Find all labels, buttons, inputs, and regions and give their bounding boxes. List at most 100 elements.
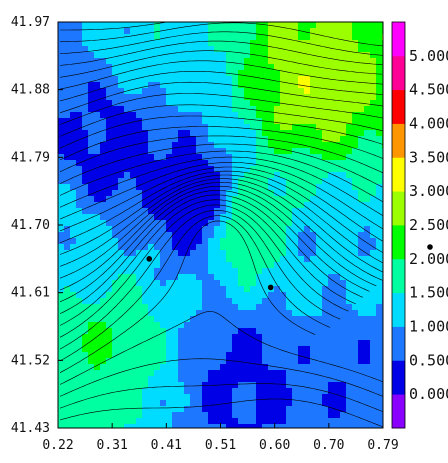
field-cell bbox=[64, 100, 71, 107]
field-cell bbox=[340, 142, 347, 149]
field-cell bbox=[94, 376, 101, 383]
field-cell bbox=[274, 130, 281, 137]
field-cell bbox=[232, 46, 239, 53]
field-cell bbox=[70, 340, 77, 347]
field-cell bbox=[262, 136, 269, 143]
field-cell bbox=[178, 334, 185, 341]
field-cell bbox=[340, 64, 347, 71]
field-cell bbox=[256, 190, 263, 197]
field-cell bbox=[202, 88, 209, 95]
field-cell bbox=[130, 190, 137, 197]
field-cell bbox=[268, 166, 275, 173]
field-cell bbox=[352, 22, 359, 29]
field-cell bbox=[370, 400, 377, 407]
field-cell bbox=[130, 184, 137, 191]
field-cell bbox=[76, 46, 83, 53]
field-cell bbox=[154, 88, 161, 95]
field-cell bbox=[208, 256, 215, 263]
field-cell bbox=[106, 208, 113, 215]
field-cell bbox=[304, 82, 311, 89]
field-cell bbox=[94, 370, 101, 377]
field-cell bbox=[286, 250, 293, 257]
field-cell bbox=[160, 172, 167, 179]
field-cell bbox=[352, 370, 359, 377]
field-cell bbox=[352, 112, 359, 119]
field-cell bbox=[124, 322, 131, 329]
field-cell bbox=[64, 256, 71, 263]
field-cell bbox=[58, 316, 65, 323]
field-cell bbox=[112, 226, 119, 233]
field-cell bbox=[256, 250, 263, 257]
field-cell bbox=[280, 160, 287, 167]
field-cell bbox=[280, 310, 287, 317]
field-cell bbox=[376, 106, 383, 113]
field-cell bbox=[178, 322, 185, 329]
field-cell bbox=[310, 292, 317, 299]
field-cell bbox=[166, 28, 173, 35]
field-cell bbox=[334, 166, 341, 173]
field-cell bbox=[154, 208, 161, 215]
field-cell bbox=[250, 334, 257, 341]
field-cell bbox=[94, 388, 101, 395]
field-cell bbox=[220, 304, 227, 311]
field-cell bbox=[58, 370, 65, 377]
field-cell bbox=[298, 268, 305, 275]
field-cell bbox=[172, 262, 179, 269]
field-cell bbox=[124, 88, 131, 95]
field-cell bbox=[274, 94, 281, 101]
field-cell bbox=[202, 202, 209, 209]
field-cell bbox=[100, 70, 107, 77]
streamline bbox=[59, 150, 383, 203]
field-cell bbox=[148, 268, 155, 275]
field-cell bbox=[64, 418, 71, 425]
field-cell bbox=[76, 52, 83, 59]
field-cell bbox=[346, 22, 353, 29]
field-cell bbox=[148, 406, 155, 413]
field-cell bbox=[232, 70, 239, 77]
field-cell bbox=[190, 280, 197, 287]
field-cell bbox=[142, 166, 149, 173]
field-cell bbox=[118, 232, 125, 239]
field-cell bbox=[88, 196, 95, 203]
field-cell bbox=[286, 322, 293, 329]
field-cell bbox=[232, 250, 239, 257]
field-cell bbox=[100, 238, 107, 245]
field-cell bbox=[244, 196, 251, 203]
field-cell bbox=[304, 280, 311, 287]
field-cell bbox=[130, 214, 137, 221]
field-cell bbox=[274, 346, 281, 353]
field-cell bbox=[328, 154, 335, 161]
field-cell bbox=[244, 58, 251, 65]
field-cell bbox=[76, 418, 83, 425]
field-cell bbox=[160, 22, 167, 29]
field-cell bbox=[358, 280, 365, 287]
field-cell bbox=[316, 52, 323, 59]
field-cell bbox=[238, 64, 245, 71]
field-cell bbox=[358, 334, 365, 341]
field-cell bbox=[124, 388, 131, 395]
field-cell bbox=[160, 82, 167, 89]
field-cell bbox=[106, 58, 113, 65]
field-cell bbox=[208, 46, 215, 53]
field-cell bbox=[322, 238, 329, 245]
field-cell bbox=[172, 274, 179, 281]
field-cell bbox=[358, 352, 365, 359]
field-cell bbox=[322, 208, 329, 215]
field-cell bbox=[136, 160, 143, 167]
field-cell bbox=[166, 376, 173, 383]
field-cell bbox=[82, 316, 89, 323]
field-cell bbox=[76, 94, 83, 101]
field-cell bbox=[184, 262, 191, 269]
field-cell bbox=[64, 94, 71, 101]
field-cell bbox=[70, 388, 77, 395]
field-cell bbox=[154, 274, 161, 281]
field-cell bbox=[202, 286, 209, 293]
field-cell bbox=[166, 220, 173, 227]
field-cell bbox=[214, 214, 221, 221]
field-cell bbox=[226, 424, 233, 428]
field-cell bbox=[106, 94, 113, 101]
field-cell bbox=[292, 106, 299, 113]
field-cell bbox=[130, 94, 137, 101]
field-cell bbox=[100, 274, 107, 281]
field-cell bbox=[184, 40, 191, 47]
